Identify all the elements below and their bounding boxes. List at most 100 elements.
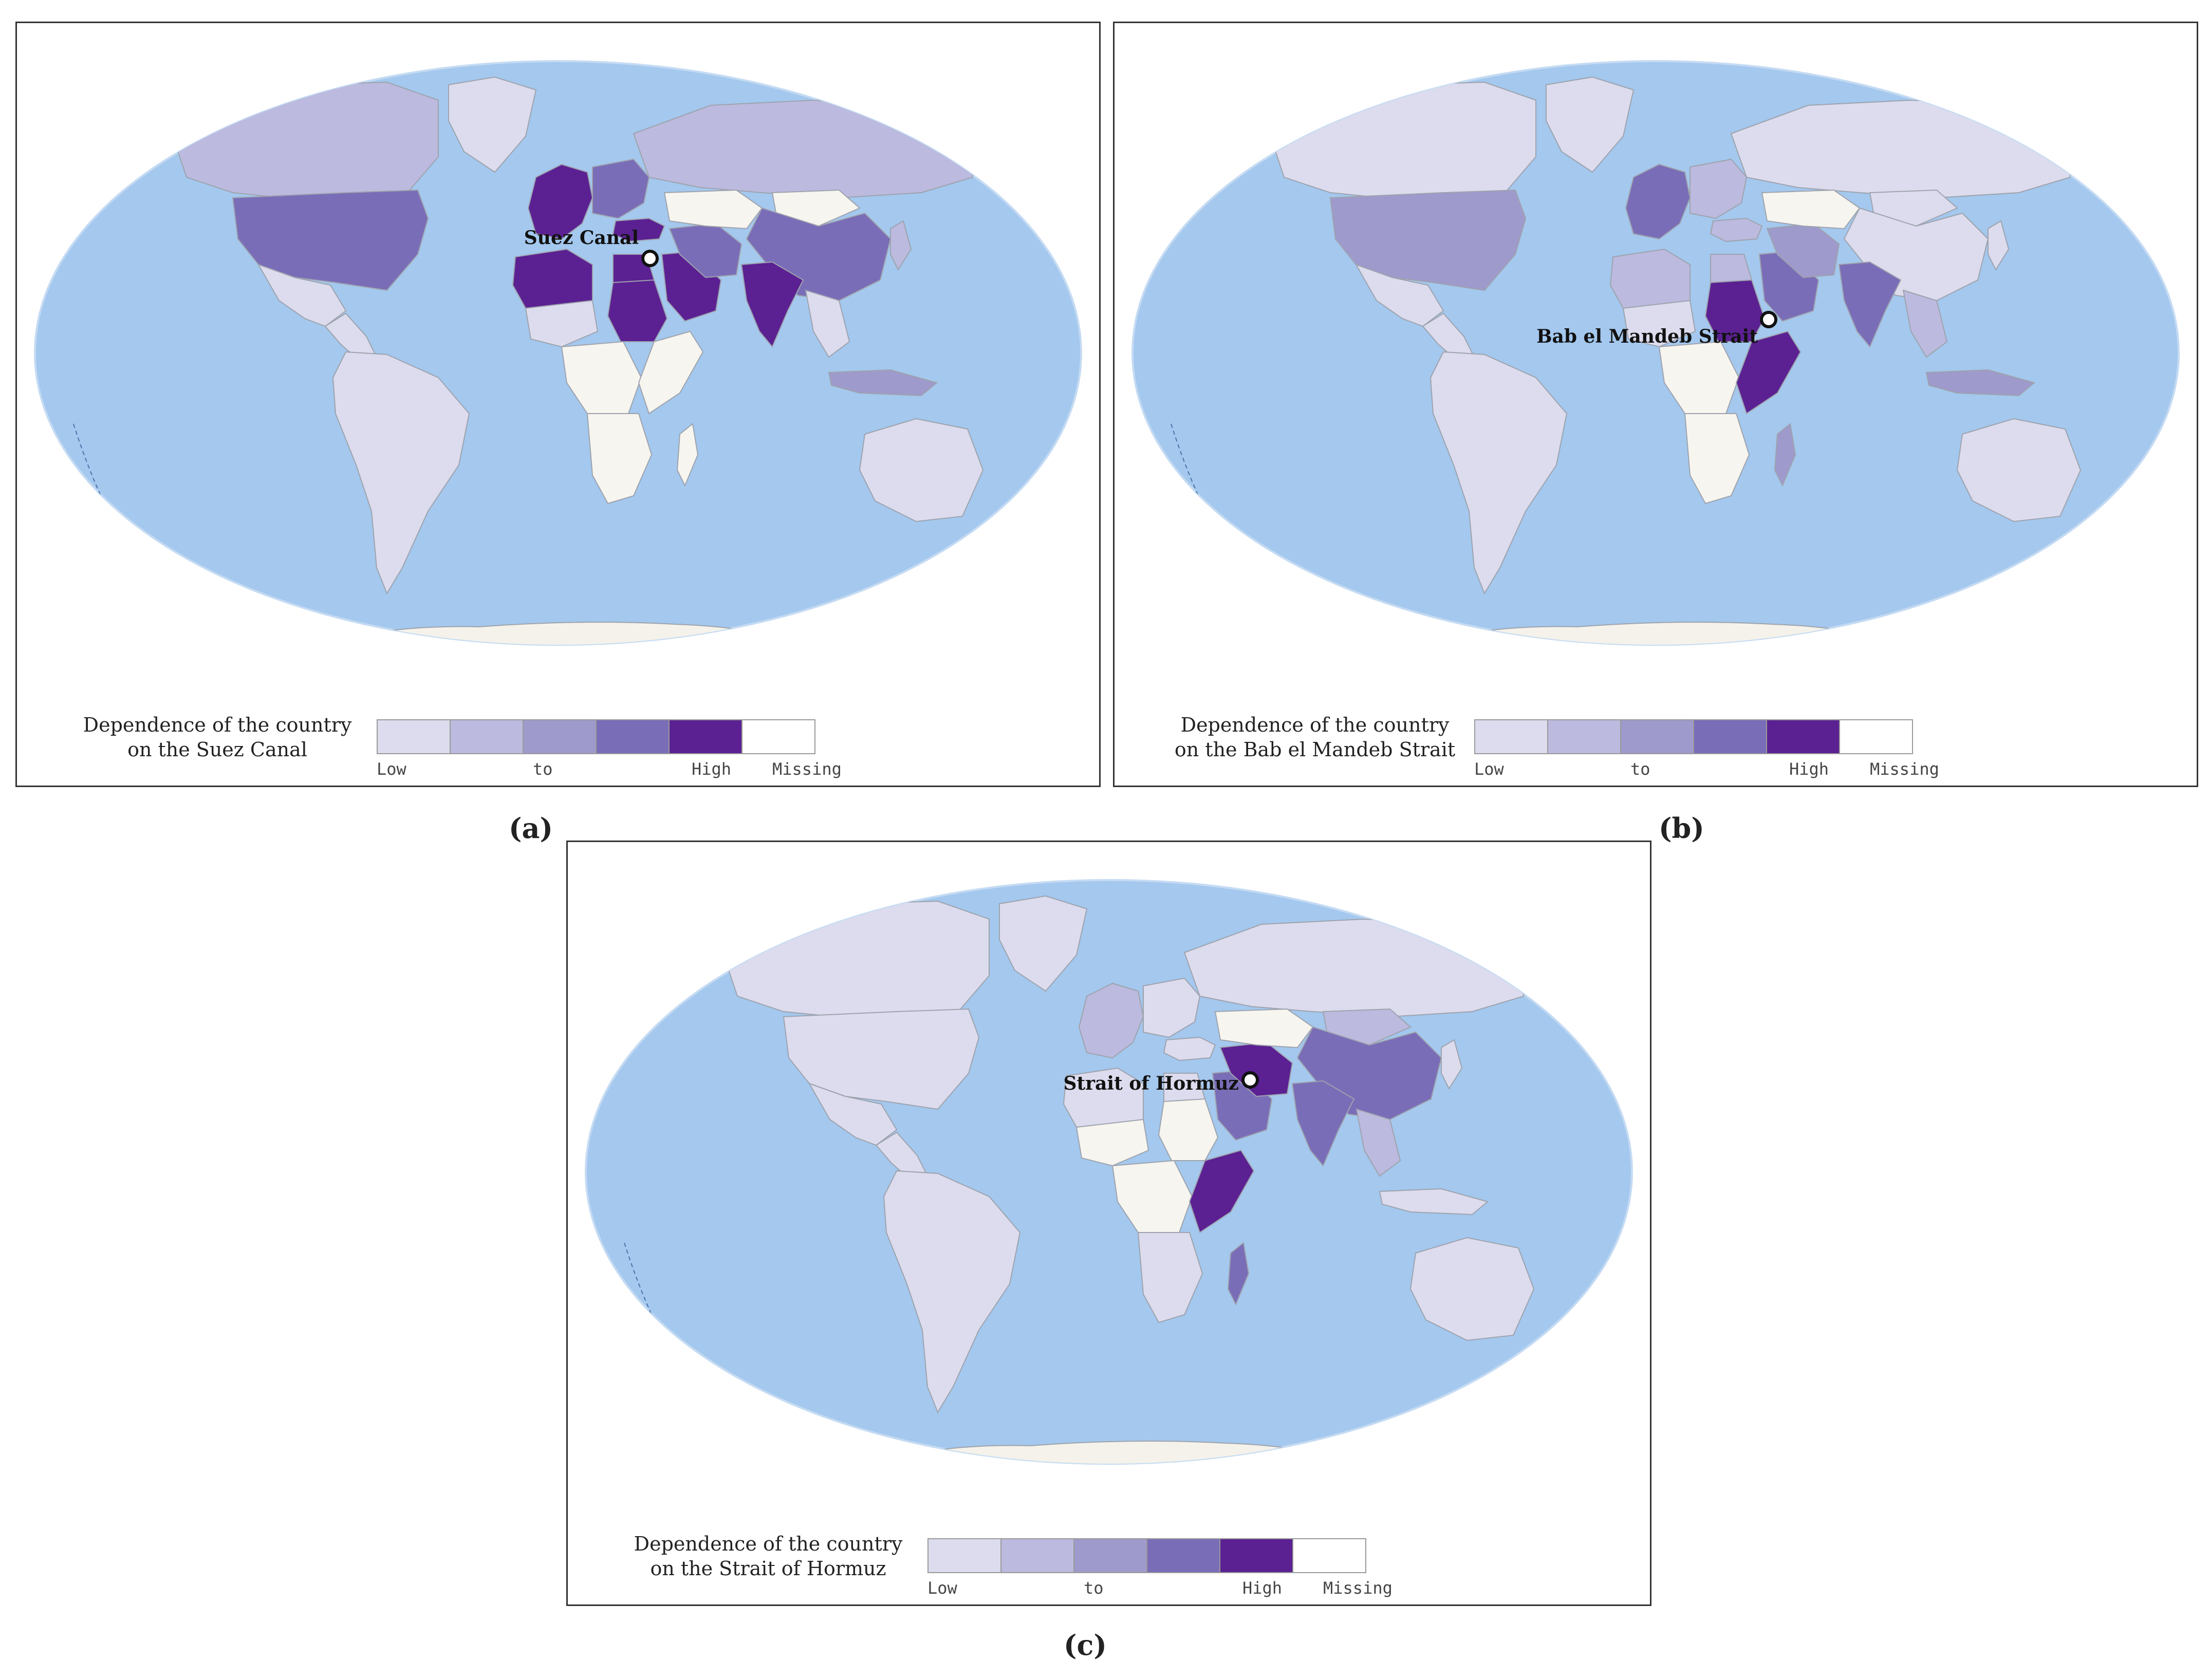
legend-title-line1: Dependence of the country	[83, 714, 352, 736]
region-southern-africa	[1137, 1232, 1203, 1323]
region-east-africa	[1735, 330, 1802, 415]
region-se-asia	[1356, 1108, 1401, 1177]
region-turkey	[1710, 217, 1763, 242]
legend-swatch-5	[1766, 719, 1840, 754]
region-usa	[1329, 189, 1527, 291]
region-madagascar	[1774, 423, 1796, 487]
legend-label-to: to	[1084, 1578, 1104, 1598]
legend-swatch-2	[1000, 1538, 1074, 1573]
legend-label-high: High	[692, 759, 732, 779]
region-antarctica	[844, 1441, 1381, 1464]
region-india	[740, 261, 804, 348]
region-russia	[1730, 99, 2071, 199]
legend-label-to: to	[1630, 759, 1650, 779]
region-sahel	[525, 300, 599, 348]
legend-swatch-2	[1547, 719, 1621, 754]
region-mexico	[808, 1082, 898, 1146]
legend-swatch-2	[450, 719, 524, 754]
region-southern-africa	[586, 413, 653, 505]
region-central-asia	[1214, 1008, 1314, 1049]
legend-label-missing: Missing	[1323, 1578, 1393, 1598]
legend-label-to: to	[533, 759, 553, 779]
legend-title: Dependence of the country on the Strait …	[624, 1532, 912, 1581]
region-russia	[633, 99, 974, 199]
region-south-america	[332, 351, 470, 595]
region-central-asia	[1761, 189, 1861, 230]
legend-title: Dependence of the country on the Bab el …	[1171, 713, 1459, 762]
caption-c: (c)	[1064, 1629, 1107, 1662]
region-north-america-north	[721, 900, 990, 1018]
legend-swatch-3	[1073, 1538, 1147, 1573]
region-indonesia	[1379, 1188, 1489, 1216]
strait-marker	[1760, 311, 1777, 328]
legend-title-line1: Dependence of the country	[634, 1533, 903, 1555]
legend-swatch-4	[1146, 1538, 1220, 1573]
region-north-america-north	[170, 81, 439, 199]
region-east-africa	[638, 330, 704, 415]
legend-label-low: Low	[1474, 759, 1504, 779]
region-mexico	[257, 264, 347, 327]
region-europe-east	[1690, 158, 1748, 219]
region-india	[1838, 261, 1902, 348]
legend-swatch-5	[1219, 1538, 1293, 1573]
region-australia	[1956, 418, 2082, 522]
region-east-africa	[1189, 1149, 1255, 1234]
region-indonesia	[828, 369, 938, 397]
legend-swatch-1	[1474, 719, 1548, 754]
legend-swatch-3	[1620, 719, 1694, 754]
world-map: Bab el Mandeb Strait	[1131, 60, 2180, 646]
caption-a: (a)	[509, 812, 553, 845]
region-turkey	[612, 217, 665, 242]
legend-swatch-4	[1693, 719, 1767, 754]
legend-label-missing: Missing	[1870, 759, 1939, 779]
region-south-america	[1430, 351, 1568, 595]
map-panel-bab-el-mandeb: Bab el Mandeb Strait Dependence of the c…	[1113, 22, 2198, 787]
legend-swatch-1	[377, 719, 451, 754]
strait-label: Strait of Hormuz	[1064, 1073, 1239, 1094]
map-panel-hormuz: Strait of Hormuz Dependence of the count…	[566, 841, 1651, 1606]
legend-label-low: Low	[377, 759, 406, 779]
legend-swatch-1	[927, 1538, 1001, 1573]
legend-title-line1: Dependence of the country	[1180, 714, 1450, 736]
legend-swatch-4	[596, 719, 670, 754]
legend-label-missing: Missing	[772, 759, 842, 779]
region-turkey	[1163, 1036, 1216, 1061]
legend-title: Dependence of the country on the Suez Ca…	[73, 713, 361, 762]
region-australia	[859, 418, 984, 522]
region-greenland	[1546, 76, 1635, 173]
region-indonesia	[1925, 369, 2036, 397]
land-layer	[1171, 76, 2082, 645]
legend-label-low: Low	[927, 1578, 957, 1598]
region-mexico	[1354, 264, 1444, 327]
region-australia	[1409, 1237, 1535, 1341]
region-europe-east	[1143, 977, 1201, 1038]
region-europe-west	[1625, 163, 1691, 240]
caption-b: (b)	[1659, 812, 1704, 845]
region-antarctica	[293, 622, 830, 645]
region-southern-africa	[1684, 413, 1750, 505]
legend-title-line2: on the Strait of Hormuz	[650, 1557, 886, 1580]
region-se-asia	[805, 289, 850, 358]
region-japan	[1441, 1039, 1463, 1090]
region-japan	[890, 220, 912, 271]
region-se-asia	[1902, 289, 1948, 358]
legend-label-high: High	[1789, 759, 1829, 779]
region-europe-west	[527, 163, 593, 240]
strait-label: Suez Canal	[524, 227, 639, 249]
legend-swatch-missing	[1839, 719, 1913, 754]
region-usa	[783, 1008, 980, 1110]
world-map: Suez Canal	[34, 60, 1082, 646]
strait-marker	[1241, 1071, 1259, 1089]
map-panel-suez: Suez Canal Dependence of the country on …	[15, 22, 1101, 787]
region-sahel	[1075, 1118, 1149, 1167]
region-south-america	[883, 1170, 1021, 1414]
strait-label: Bab el Mandeb Strait	[1536, 326, 1758, 347]
legend-swatch-missing	[1292, 1538, 1366, 1573]
region-russia	[1183, 918, 1525, 1018]
legend-title-line2: on the Bab el Mandeb Strait	[1174, 738, 1456, 761]
region-sahel	[1622, 300, 1696, 348]
region-europe-east	[592, 158, 650, 219]
world-map: Strait of Hormuz	[585, 879, 1633, 1465]
region-greenland	[999, 895, 1088, 992]
legend-swatch-missing	[741, 719, 815, 754]
